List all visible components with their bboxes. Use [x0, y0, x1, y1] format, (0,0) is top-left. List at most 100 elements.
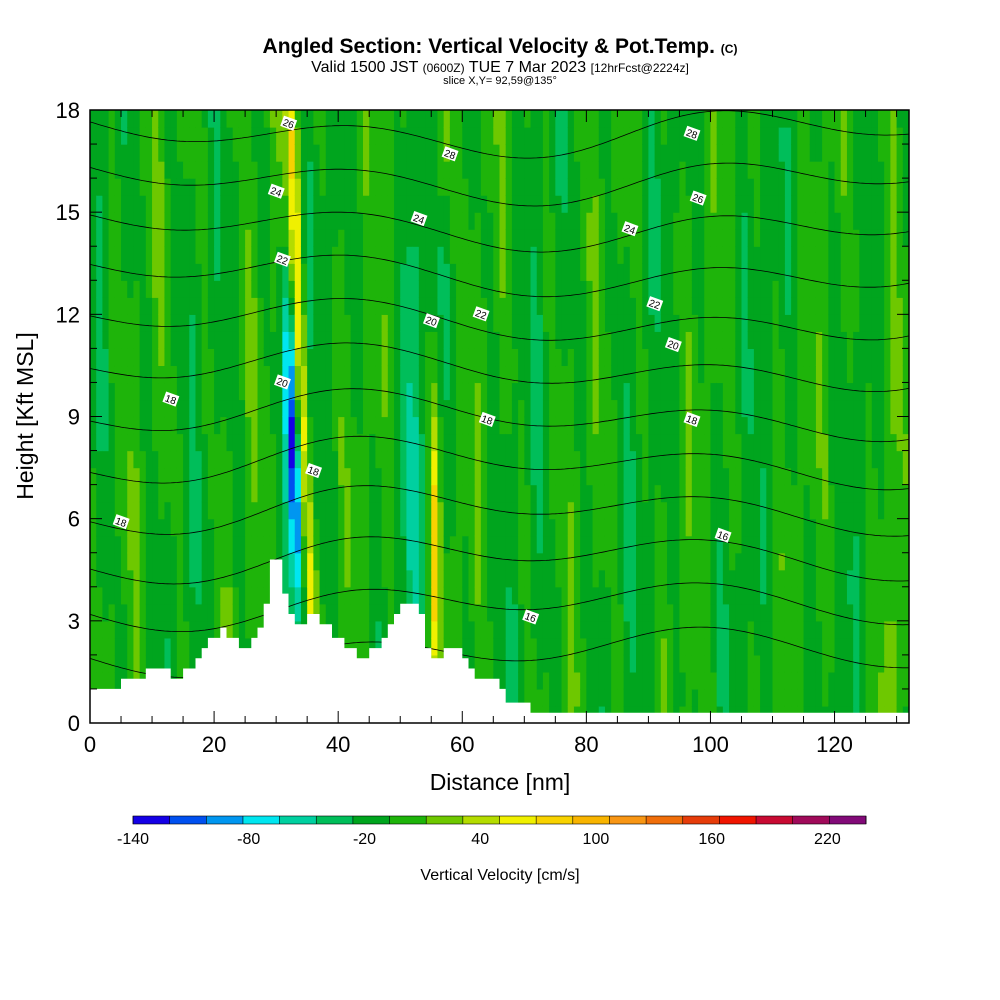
- velocity-cell: [214, 603, 221, 622]
- velocity-cell: [822, 620, 829, 639]
- velocity-cell: [636, 416, 643, 435]
- velocity-cell: [418, 552, 426, 571]
- velocity-cell: [127, 399, 135, 418]
- velocity-cell: [636, 671, 643, 690]
- velocity-cell: [877, 637, 885, 656]
- velocity-cell: [127, 654, 135, 673]
- velocity-cell: [865, 127, 873, 145]
- velocity-cell: [648, 229, 656, 247]
- velocity-cell: [660, 467, 668, 486]
- velocity-cell: [108, 637, 116, 656]
- velocity-cell: [542, 127, 550, 145]
- velocity-cell: [288, 450, 296, 469]
- velocity-cell: [797, 314, 805, 332]
- velocity-cell: [251, 263, 259, 281]
- velocity-cell: [846, 314, 854, 332]
- velocity-cell: [617, 484, 625, 503]
- velocity-cell: [747, 127, 755, 145]
- velocity-cell: [369, 178, 376, 196]
- velocity-cell: [456, 620, 463, 639]
- velocity-cell: [735, 603, 743, 622]
- velocity-cell: [375, 399, 383, 418]
- velocity-cell: [288, 603, 296, 622]
- velocity-cell: [629, 195, 637, 213]
- velocity-cell: [660, 569, 668, 588]
- velocity-cell: [685, 314, 693, 332]
- velocity-cell: [536, 127, 544, 145]
- velocity-cell: [449, 569, 457, 588]
- velocity-cell: [164, 161, 172, 179]
- velocity-cell: [257, 416, 265, 435]
- velocity-cell: [549, 654, 556, 673]
- velocity-cell: [263, 484, 271, 503]
- velocity-cell: [753, 110, 761, 128]
- x-tick-label: 100: [692, 732, 729, 757]
- velocity-cell: [611, 535, 618, 554]
- velocity-cell: [753, 212, 761, 230]
- velocity-cell: [183, 127, 190, 145]
- velocity-cell: [238, 212, 246, 230]
- velocity-cell: [158, 569, 166, 588]
- velocity-cell: [642, 450, 649, 469]
- velocity-cell: [505, 416, 513, 435]
- velocity-cell: [859, 263, 867, 281]
- velocity-cell: [778, 586, 786, 605]
- velocity-cell: [418, 467, 426, 486]
- velocity-cell: [369, 246, 376, 264]
- velocity-cell: [449, 484, 457, 503]
- velocity-cell: [139, 246, 147, 264]
- velocity-cell: [176, 450, 184, 469]
- velocity-cell: [636, 161, 643, 179]
- velocity-cell: [201, 178, 209, 196]
- velocity-cell: [164, 212, 172, 230]
- velocity-cell: [300, 297, 308, 315]
- velocity-cell: [294, 314, 302, 332]
- velocity-cell: [877, 535, 885, 554]
- velocity-cell: [487, 161, 494, 179]
- velocity-cell: [679, 416, 687, 435]
- velocity-cell: [164, 416, 172, 435]
- velocity-cell: [660, 484, 668, 503]
- velocity-cell: [152, 501, 159, 520]
- velocity-cell: [561, 467, 569, 486]
- velocity-cell: [189, 518, 197, 537]
- velocity-cell: [542, 484, 550, 503]
- contour-label: 18: [306, 465, 321, 479]
- velocity-cell: [604, 161, 612, 179]
- velocity-cell: [462, 399, 470, 418]
- velocity-cell: [809, 144, 817, 162]
- velocity-cell: [139, 569, 147, 588]
- velocity-cell: [431, 450, 439, 469]
- velocity-cell: [859, 246, 867, 264]
- velocity-cell: [722, 178, 730, 196]
- velocity-cell: [896, 467, 904, 486]
- velocity-cell: [418, 144, 426, 162]
- velocity-cell: [90, 280, 97, 298]
- velocity-cell: [375, 484, 383, 503]
- velocity-cell: [363, 280, 370, 298]
- velocity-cell: [623, 314, 631, 332]
- velocity-cell: [133, 382, 141, 401]
- velocity-cell: [704, 654, 712, 673]
- velocity-cell: [394, 229, 401, 247]
- velocity-cell: [369, 569, 376, 588]
- velocity-cell: [679, 399, 687, 418]
- velocity-cell: [877, 314, 885, 332]
- velocity-cell: [747, 467, 755, 486]
- velocity-cell: [778, 518, 786, 537]
- velocity-cell: [425, 161, 432, 179]
- velocity-cell: [356, 314, 364, 332]
- velocity-cell: [90, 501, 97, 520]
- velocity-cell: [226, 314, 234, 332]
- velocity-cell: [567, 467, 575, 486]
- velocity-cell: [567, 297, 575, 315]
- velocity-cell: [425, 433, 432, 452]
- velocity-cell: [598, 620, 606, 639]
- velocity-cell: [437, 467, 445, 486]
- velocity-cell: [183, 348, 190, 367]
- velocity-cell: [356, 637, 364, 656]
- velocity-cell: [325, 178, 333, 196]
- velocity-cell: [319, 144, 327, 162]
- velocity-cell: [127, 331, 135, 349]
- velocity-cell: [183, 382, 190, 401]
